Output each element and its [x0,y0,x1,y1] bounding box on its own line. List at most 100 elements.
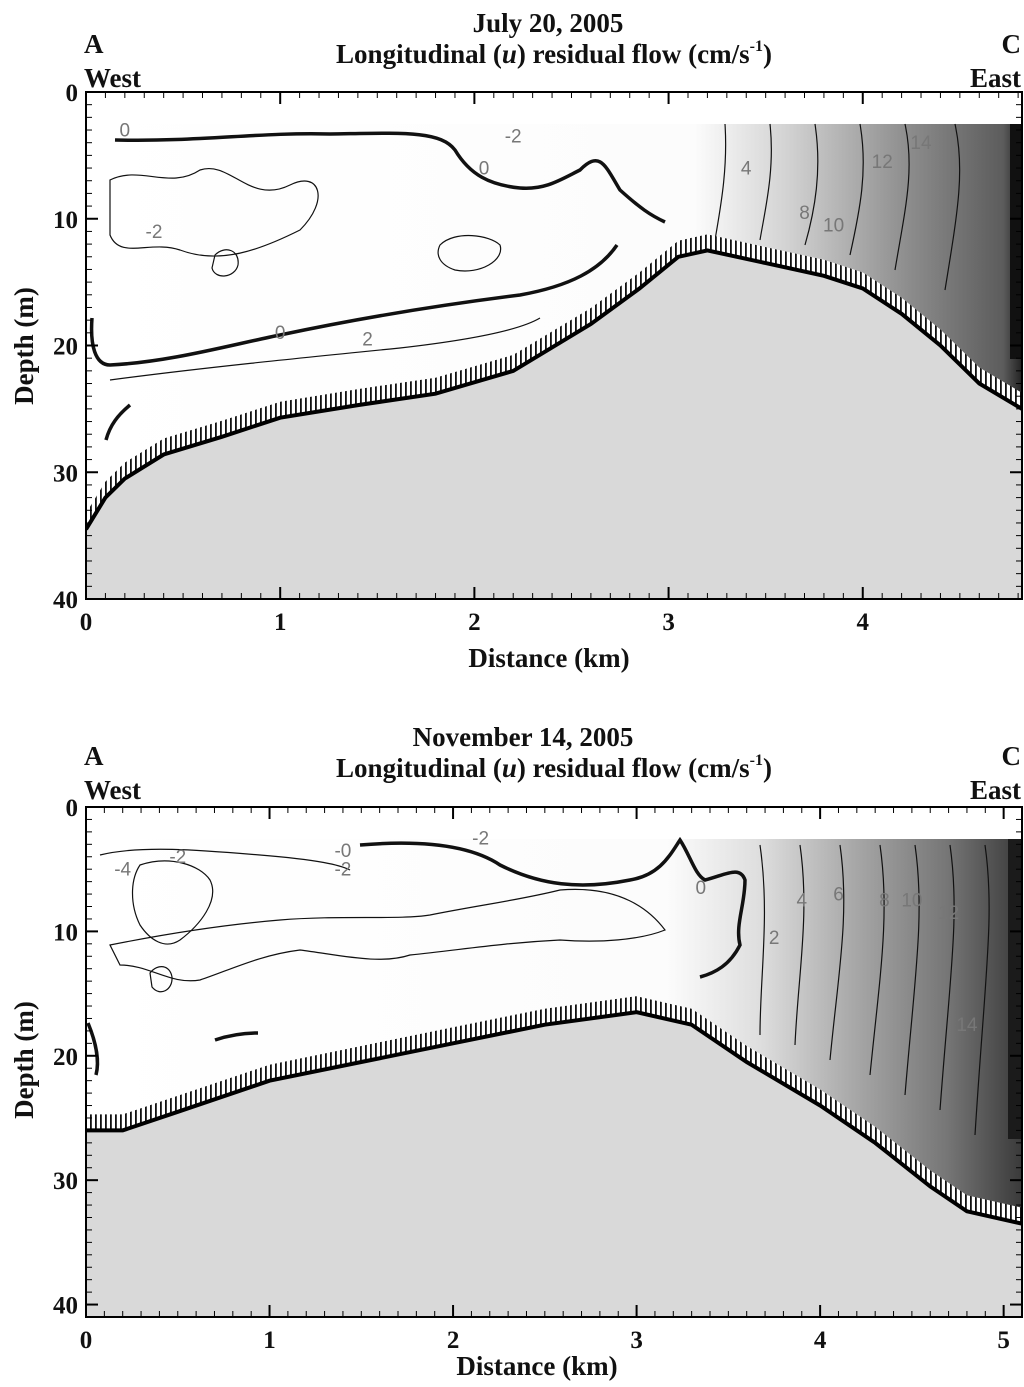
y-tick-label: 10 [53,207,78,234]
y-tick-labels: 0 10 20 30 40 [53,795,78,1320]
contour-label: 8 [799,203,810,224]
contour-label: 14 [956,1015,978,1036]
contour-label: 14 [910,133,932,154]
chart-title: November 14, 2005 [413,722,634,752]
y-tick-label: 0 [66,795,79,822]
contour-pos-8 [869,844,885,1076]
corner-label-a: A [84,741,104,771]
x-tick-label: 3 [662,609,675,636]
contour-label: -0 [334,841,351,862]
contour-pos-6 [829,844,845,1061]
y-tick-label: 30 [53,460,78,487]
contour-label: -2 [472,828,489,849]
x-tick-label: 1 [263,1327,276,1354]
x-tick-label: 0 [80,609,93,636]
contour-label: 12 [938,903,959,924]
seabed [86,250,1022,599]
contour-label: 10 [901,891,922,912]
x-tick-label: 2 [468,609,481,636]
y-tick-label: 20 [53,334,78,361]
contour-zero-lower [89,244,619,367]
contour-neg-2c [211,249,239,277]
contour-neg-2c [109,888,666,982]
contour-zero-lower [214,1031,259,1042]
y-tick-label: 40 [53,587,78,614]
corner-label-a: A [84,29,104,59]
x-tick-label: 1 [274,609,287,636]
contour-neg-2b [131,860,214,945]
contour-pos-10 [849,123,864,256]
x-tick-label: 4 [814,1327,827,1354]
y-tick-label: 40 [53,1293,78,1320]
contour-pos-10 [904,844,920,1096]
contour-label: 4 [741,158,752,179]
y-tick-label: 20 [53,1044,78,1071]
corner-label-west: West [84,775,141,805]
contour-zero-upper [114,131,666,224]
plot-frame [85,806,1023,1318]
contour-label: -2 [146,222,163,243]
plot-area: 0 -2 0 -2 4 8 10 12 14 0 2 [86,120,1022,599]
contour-pos-4 [714,123,727,241]
x-tick-labels: 0 1 2 3 4 [80,609,870,636]
panel-november: November 14, 2005 Longitudinal (u) resid… [0,715,1024,1387]
contour-label: -2 [505,127,522,148]
x-tick-label: 2 [447,1327,460,1354]
contour-neg-2a [99,848,351,871]
contour-pos-6 [759,123,772,241]
contour-label: 4 [797,891,808,912]
contour-label: 2 [362,330,373,351]
chart-subtitle: Longitudinal (u) residual flow (cm/s-1) [336,752,772,783]
contour-pos-12 [894,123,910,271]
bottom-profile-line [86,248,1022,531]
contour-pos-14 [944,123,961,291]
contour-neg-2b [437,234,502,272]
corner-label-east: East [970,63,1021,93]
chart-july: July 20, 2005 Longitudinal (u) residual … [9,8,1023,673]
contour-labels: 0 -2 0 -2 4 8 10 12 14 0 2 [120,120,932,350]
contour-zero-west [104,403,132,441]
chart-title: July 20, 2005 [473,8,624,38]
chart-november: November 14, 2005 Longitudinal (u) resid… [9,722,1023,1381]
x-tick-label: 5 [997,1327,1010,1354]
corner-label-east: East [970,775,1021,805]
contour-zero-main [359,836,747,979]
contour-label: 2 [769,928,780,949]
corner-label-c: C [1002,29,1022,59]
contour-label: 6 [833,884,844,905]
contour-neg-4 [149,966,173,993]
contour-neg-2a [109,167,319,257]
x-axis-label: Distance (km) [456,1351,617,1381]
x-tick-label: 4 [857,609,870,636]
x-tick-label: 3 [630,1327,643,1354]
y-axis-label: Depth (m) [9,1001,39,1119]
contour-pos-14 [974,844,990,1136]
x-tick-label: 0 [80,1327,93,1354]
corner-label-c: C [1002,741,1022,771]
y-tick-labels: 0 10 20 30 40 [53,80,78,614]
y-tick-label: 0 [66,80,79,107]
contour-label: -2 [334,859,351,880]
contour-pos-8 [804,123,819,246]
corner-label-west: West [84,63,141,93]
y-tick-label: 10 [53,919,78,946]
axis-ticks [85,91,1022,600]
x-axis-label: Distance (km) [468,643,629,673]
contour-pos-2 [109,317,541,381]
contour-label: 0 [479,158,490,179]
contour-label: -4 [114,859,131,880]
contour-label: 0 [696,878,707,899]
contour-pos-2 [759,844,766,1036]
east-edge-band [1008,839,1022,1139]
panel-july: July 20, 2005 Longitudinal (u) residual … [0,0,1024,690]
contour-label: 0 [275,323,286,344]
contour-label: 10 [823,215,844,236]
y-axis-label: Depth (m) [9,287,39,405]
x-tick-labels: 0 1 2 3 4 5 [80,1327,1010,1354]
contour-zero-west [86,1022,100,1076]
contour-pos-12 [939,844,955,1111]
bottom-boundary-hatch [86,996,1022,1224]
contour-pos-4 [794,844,805,1046]
